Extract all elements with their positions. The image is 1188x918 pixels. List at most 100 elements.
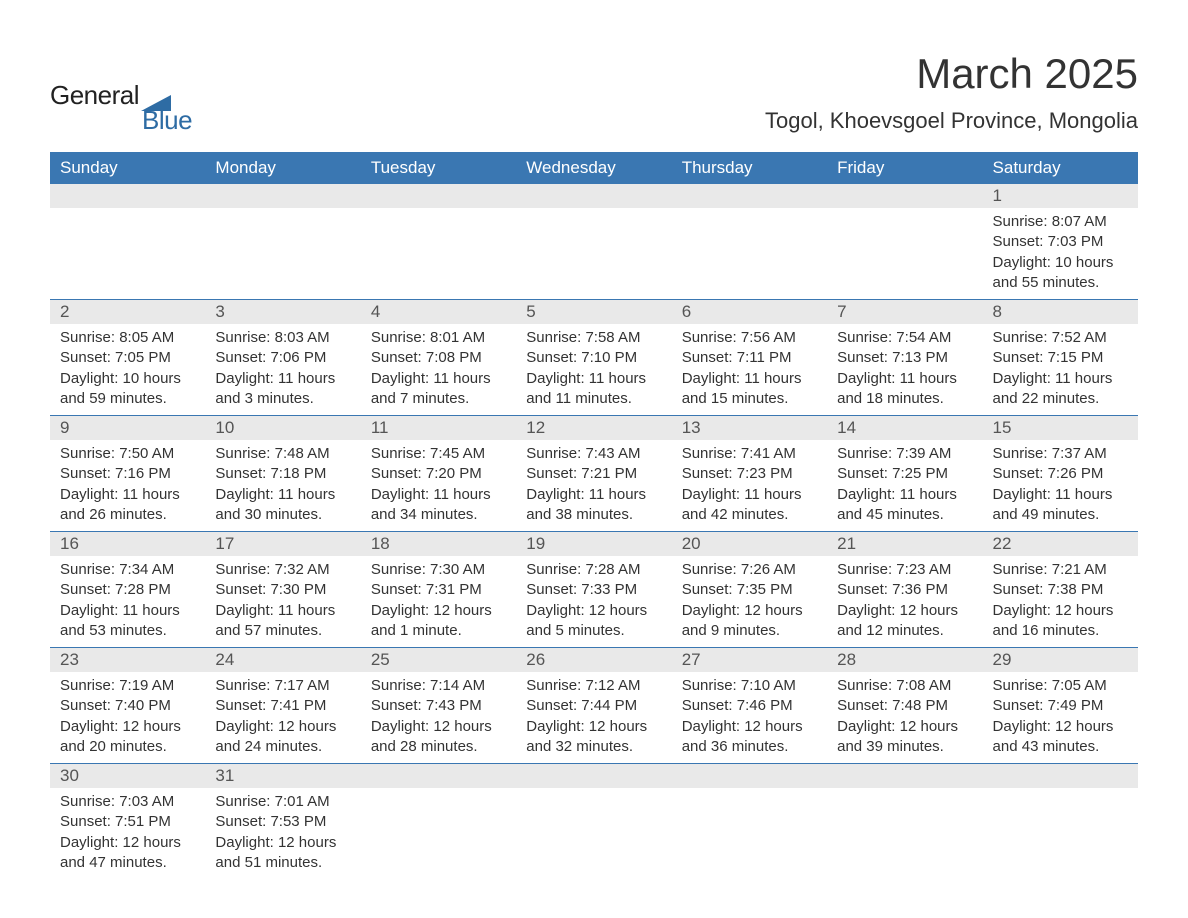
sunset-line: Sunset: 7:18 PM — [215, 464, 350, 484]
sunset-line: Sunset: 7:48 PM — [837, 696, 972, 716]
day-content: Sunrise: 7:14 AMSunset: 7:43 PMDaylight:… — [361, 672, 516, 763]
sunset-line: Sunset: 7:40 PM — [60, 696, 195, 716]
calendar-cell: 18Sunrise: 7:30 AMSunset: 7:31 PMDayligh… — [361, 532, 516, 648]
sunset-line: Sunset: 7:28 PM — [60, 580, 195, 600]
day-content: Sunrise: 7:45 AMSunset: 7:20 PMDaylight:… — [361, 440, 516, 531]
sunrise-line: Sunrise: 7:28 AM — [526, 560, 661, 580]
day-number: 5 — [516, 300, 671, 324]
day-content — [827, 208, 982, 238]
day-content: Sunrise: 7:08 AMSunset: 7:48 PMDaylight:… — [827, 672, 982, 763]
location: Togol, Khoevsgoel Province, Mongolia — [765, 108, 1138, 134]
sunset-line: Sunset: 7:13 PM — [837, 348, 972, 368]
sunrise-line: Sunrise: 7:14 AM — [371, 676, 506, 696]
day-number — [50, 184, 205, 208]
day-header: Tuesday — [361, 152, 516, 184]
sunset-line: Sunset: 7:05 PM — [60, 348, 195, 368]
day-number: 30 — [50, 764, 205, 788]
day-content: Sunrise: 7:52 AMSunset: 7:15 PMDaylight:… — [983, 324, 1138, 415]
calendar-cell: 8Sunrise: 7:52 AMSunset: 7:15 PMDaylight… — [983, 300, 1138, 416]
sunrise-line: Sunrise: 7:32 AM — [215, 560, 350, 580]
sunrise-line: Sunrise: 8:03 AM — [215, 328, 350, 348]
calendar-week: 9Sunrise: 7:50 AMSunset: 7:16 PMDaylight… — [50, 416, 1138, 532]
calendar-cell: 3Sunrise: 8:03 AMSunset: 7:06 PMDaylight… — [205, 300, 360, 416]
calendar-cell: 31Sunrise: 7:01 AMSunset: 7:53 PMDayligh… — [205, 764, 360, 880]
daylight-line: Daylight: 12 hours and 43 minutes. — [993, 717, 1128, 758]
sunset-line: Sunset: 7:53 PM — [215, 812, 350, 832]
day-content — [672, 208, 827, 238]
day-number: 10 — [205, 416, 360, 440]
daylight-line: Daylight: 12 hours and 9 minutes. — [682, 601, 817, 642]
day-number — [205, 184, 360, 208]
daylight-line: Daylight: 11 hours and 42 minutes. — [682, 485, 817, 526]
day-number: 3 — [205, 300, 360, 324]
sunset-line: Sunset: 7:51 PM — [60, 812, 195, 832]
calendar-cell: 22Sunrise: 7:21 AMSunset: 7:38 PMDayligh… — [983, 532, 1138, 648]
day-content: Sunrise: 7:30 AMSunset: 7:31 PMDaylight:… — [361, 556, 516, 647]
daylight-line: Daylight: 11 hours and 49 minutes. — [993, 485, 1128, 526]
day-content: Sunrise: 7:28 AMSunset: 7:33 PMDaylight:… — [516, 556, 671, 647]
daylight-line: Daylight: 11 hours and 26 minutes. — [60, 485, 195, 526]
day-content: Sunrise: 7:37 AMSunset: 7:26 PMDaylight:… — [983, 440, 1138, 531]
daylight-line: Daylight: 12 hours and 51 minutes. — [215, 833, 350, 874]
day-number: 25 — [361, 648, 516, 672]
day-number: 4 — [361, 300, 516, 324]
sunset-line: Sunset: 7:38 PM — [993, 580, 1128, 600]
day-content — [983, 788, 1138, 818]
calendar-cell: 1Sunrise: 8:07 AMSunset: 7:03 PMDaylight… — [983, 184, 1138, 300]
sunrise-line: Sunrise: 7:43 AM — [526, 444, 661, 464]
sunset-line: Sunset: 7:36 PM — [837, 580, 972, 600]
day-content: Sunrise: 8:03 AMSunset: 7:06 PMDaylight:… — [205, 324, 360, 415]
sunset-line: Sunset: 7:26 PM — [993, 464, 1128, 484]
day-number — [361, 184, 516, 208]
calendar-cell — [516, 764, 671, 880]
sunset-line: Sunset: 7:20 PM — [371, 464, 506, 484]
day-header: Wednesday — [516, 152, 671, 184]
day-content: Sunrise: 7:17 AMSunset: 7:41 PMDaylight:… — [205, 672, 360, 763]
day-number: 26 — [516, 648, 671, 672]
day-header: Monday — [205, 152, 360, 184]
calendar-cell — [672, 184, 827, 300]
sunset-line: Sunset: 7:44 PM — [526, 696, 661, 716]
day-header: Saturday — [983, 152, 1138, 184]
month-title: March 2025 — [765, 50, 1138, 98]
day-content — [672, 788, 827, 818]
calendar-cell: 13Sunrise: 7:41 AMSunset: 7:23 PMDayligh… — [672, 416, 827, 532]
day-content: Sunrise: 7:21 AMSunset: 7:38 PMDaylight:… — [983, 556, 1138, 647]
logo-text-blue: Blue — [142, 105, 192, 136]
day-content: Sunrise: 7:23 AMSunset: 7:36 PMDaylight:… — [827, 556, 982, 647]
day-number: 11 — [361, 416, 516, 440]
day-content — [516, 788, 671, 818]
day-number: 6 — [672, 300, 827, 324]
day-content — [827, 788, 982, 818]
calendar-cell: 21Sunrise: 7:23 AMSunset: 7:36 PMDayligh… — [827, 532, 982, 648]
calendar-cell — [361, 184, 516, 300]
sunrise-line: Sunrise: 7:19 AM — [60, 676, 195, 696]
calendar-cell: 28Sunrise: 7:08 AMSunset: 7:48 PMDayligh… — [827, 648, 982, 764]
day-content: Sunrise: 7:05 AMSunset: 7:49 PMDaylight:… — [983, 672, 1138, 763]
calendar-cell: 30Sunrise: 7:03 AMSunset: 7:51 PMDayligh… — [50, 764, 205, 880]
daylight-line: Daylight: 11 hours and 53 minutes. — [60, 601, 195, 642]
calendar-cell — [516, 184, 671, 300]
day-content: Sunrise: 7:56 AMSunset: 7:11 PMDaylight:… — [672, 324, 827, 415]
day-number: 18 — [361, 532, 516, 556]
day-number: 29 — [983, 648, 1138, 672]
day-number — [827, 184, 982, 208]
sunrise-line: Sunrise: 8:01 AM — [371, 328, 506, 348]
calendar-cell: 20Sunrise: 7:26 AMSunset: 7:35 PMDayligh… — [672, 532, 827, 648]
day-content: Sunrise: 7:03 AMSunset: 7:51 PMDaylight:… — [50, 788, 205, 879]
day-number — [672, 764, 827, 788]
sunset-line: Sunset: 7:33 PM — [526, 580, 661, 600]
sunrise-line: Sunrise: 7:30 AM — [371, 560, 506, 580]
day-content — [361, 208, 516, 238]
day-number — [516, 764, 671, 788]
calendar-week: 16Sunrise: 7:34 AMSunset: 7:28 PMDayligh… — [50, 532, 1138, 648]
day-content — [361, 788, 516, 818]
day-content — [205, 208, 360, 238]
day-content: Sunrise: 7:19 AMSunset: 7:40 PMDaylight:… — [50, 672, 205, 763]
daylight-line: Daylight: 12 hours and 5 minutes. — [526, 601, 661, 642]
calendar-table: SundayMondayTuesdayWednesdayThursdayFrid… — [50, 152, 1138, 879]
daylight-line: Daylight: 11 hours and 38 minutes. — [526, 485, 661, 526]
sunset-line: Sunset: 7:08 PM — [371, 348, 506, 368]
day-content: Sunrise: 7:26 AMSunset: 7:35 PMDaylight:… — [672, 556, 827, 647]
daylight-line: Daylight: 11 hours and 3 minutes. — [215, 369, 350, 410]
